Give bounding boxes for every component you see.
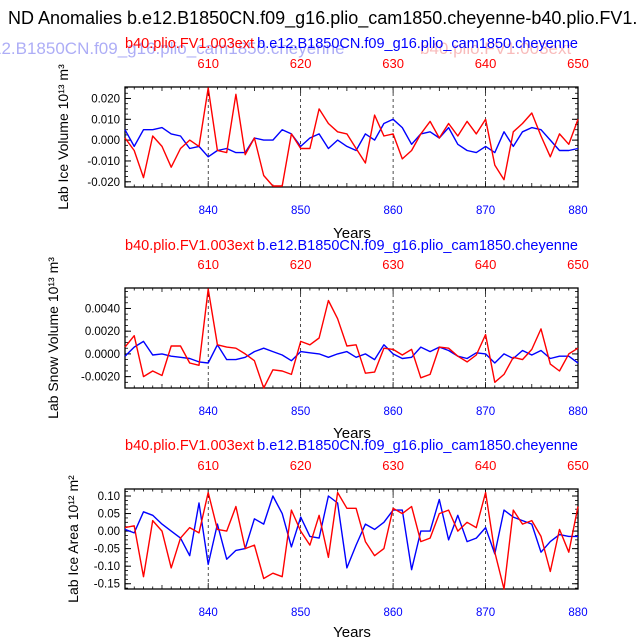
x-tick-label: 870 — [476, 607, 495, 619]
x-top-tick-label: 620 — [290, 458, 312, 473]
x-top-tick-label: 610 — [197, 56, 219, 71]
x-tick-label: 860 — [384, 607, 403, 619]
x-top-tick-label: 650 — [567, 56, 589, 71]
x-tick-label: 850 — [291, 607, 310, 619]
top-label-blue: b.e12.B1850CN.f09_g16.plio_cam1850.cheye… — [257, 36, 578, 52]
y-tick-label: -0.0020 — [81, 372, 120, 384]
plot-frame — [124, 287, 579, 389]
y-tick-label: 0.0000 — [85, 349, 120, 361]
plot-frame — [124, 488, 579, 590]
x-tick-label: 880 — [568, 406, 587, 418]
top-label-red: b40.plio.FV1.003ext — [125, 36, 254, 52]
x-top-tick-label: 610 — [197, 257, 219, 272]
top-label-blue: b.e12.B1850CN.f09_g16.plio_cam1850.cheye… — [257, 438, 578, 454]
series-line-blue — [124, 495, 578, 571]
y-tick-label: 0.05 — [98, 509, 120, 521]
x-tick-label: 840 — [199, 607, 218, 619]
y-tick-label: 0.00 — [98, 526, 120, 538]
x-tick-label: 840 — [199, 406, 218, 418]
chart-panel-2: 0.0040 0.0020 0.0000 -0.0020 840 850 860 870 880… — [45, 238, 589, 442]
series-line-red — [124, 491, 579, 590]
x-top-tick-label: 640 — [475, 56, 497, 71]
x-top-tick-label: 610 — [197, 458, 219, 473]
y-axis-label: Lab Snow Volume 10¹³ m³ — [45, 257, 61, 419]
x-axis-label: Years — [333, 624, 371, 639]
y-tick-label: 0.0020 — [85, 326, 120, 338]
y-axis-label: Lab Ice Area 10¹² m² — [65, 475, 81, 603]
x-top-tick-label: 620 — [290, 257, 312, 272]
y-axis-label: Lab Ice Volume 10¹³ m³ — [55, 64, 71, 210]
x-tick-label: 880 — [568, 607, 587, 619]
chart-panel-1: 0.020 0.010 0.000 -0.010 -0.020 840 850 860 870 8… — [55, 36, 589, 242]
figure-title: ND Anomalies b.e12.B1850CN.f09_g16.plio_… — [8, 8, 638, 29]
plot-frame — [124, 86, 579, 188]
x-top-tick-label: 650 — [567, 458, 589, 473]
x-axis-label: Years — [333, 225, 371, 242]
x-tick-label: 860 — [384, 406, 403, 418]
x-tick-label: 850 — [291, 406, 310, 418]
chart-panel-3: 0.10 0.05 0.00 -0.05 -0.10 -0.15 840 850 860 870 8… — [65, 438, 589, 639]
x-tick-label: 850 — [291, 205, 310, 217]
y-tick-label: 0.0040 — [85, 303, 120, 315]
y-tick-label: 0.010 — [91, 114, 120, 126]
x-axis-label: Years — [333, 425, 371, 442]
y-tick-label: 0.10 — [98, 491, 120, 503]
x-top-tick-label: 630 — [382, 56, 404, 71]
y-tick-label: -0.020 — [87, 177, 120, 189]
x-tick-label: 840 — [199, 205, 218, 217]
figure-subtitle-right: b40.plio.FV1.003ext — [420, 39, 571, 58]
x-tick-label: 870 — [476, 406, 495, 418]
x-top-tick-label: 640 — [475, 458, 497, 473]
figure-subtitle-left: 12.B1850CN.f09_g16.plio_cam1850.cheyenne — [0, 39, 345, 58]
x-top-tick-label: 620 — [290, 56, 312, 71]
series-line-blue — [124, 340, 579, 364]
top-label-blue: b.e12.B1850CN.f09_g16.plio_cam1850.cheye… — [257, 238, 578, 254]
x-tick-label: 870 — [476, 205, 495, 217]
y-tick-label: 0.020 — [91, 93, 120, 105]
x-top-tick-label: 630 — [382, 458, 404, 473]
series-line-red — [124, 288, 579, 389]
x-tick-label: 860 — [384, 205, 403, 217]
y-tick-label: 0.000 — [91, 135, 120, 147]
y-tick-label: -0.15 — [94, 579, 120, 591]
top-label-red: b40.plio.FV1.003ext — [125, 438, 254, 454]
x-top-tick-label: 650 — [567, 257, 589, 272]
y-tick-label: -0.010 — [87, 156, 120, 168]
series-line-blue — [124, 118, 579, 158]
x-tick-label: 880 — [568, 205, 587, 217]
y-tick-label: -0.05 — [94, 544, 120, 556]
x-top-tick-label: 630 — [382, 257, 404, 272]
y-tick-label: -0.10 — [94, 561, 120, 573]
x-top-tick-label: 640 — [475, 257, 497, 272]
series-line-red — [124, 87, 579, 187]
top-label-red: b40.plio.FV1.003ext — [125, 238, 254, 254]
